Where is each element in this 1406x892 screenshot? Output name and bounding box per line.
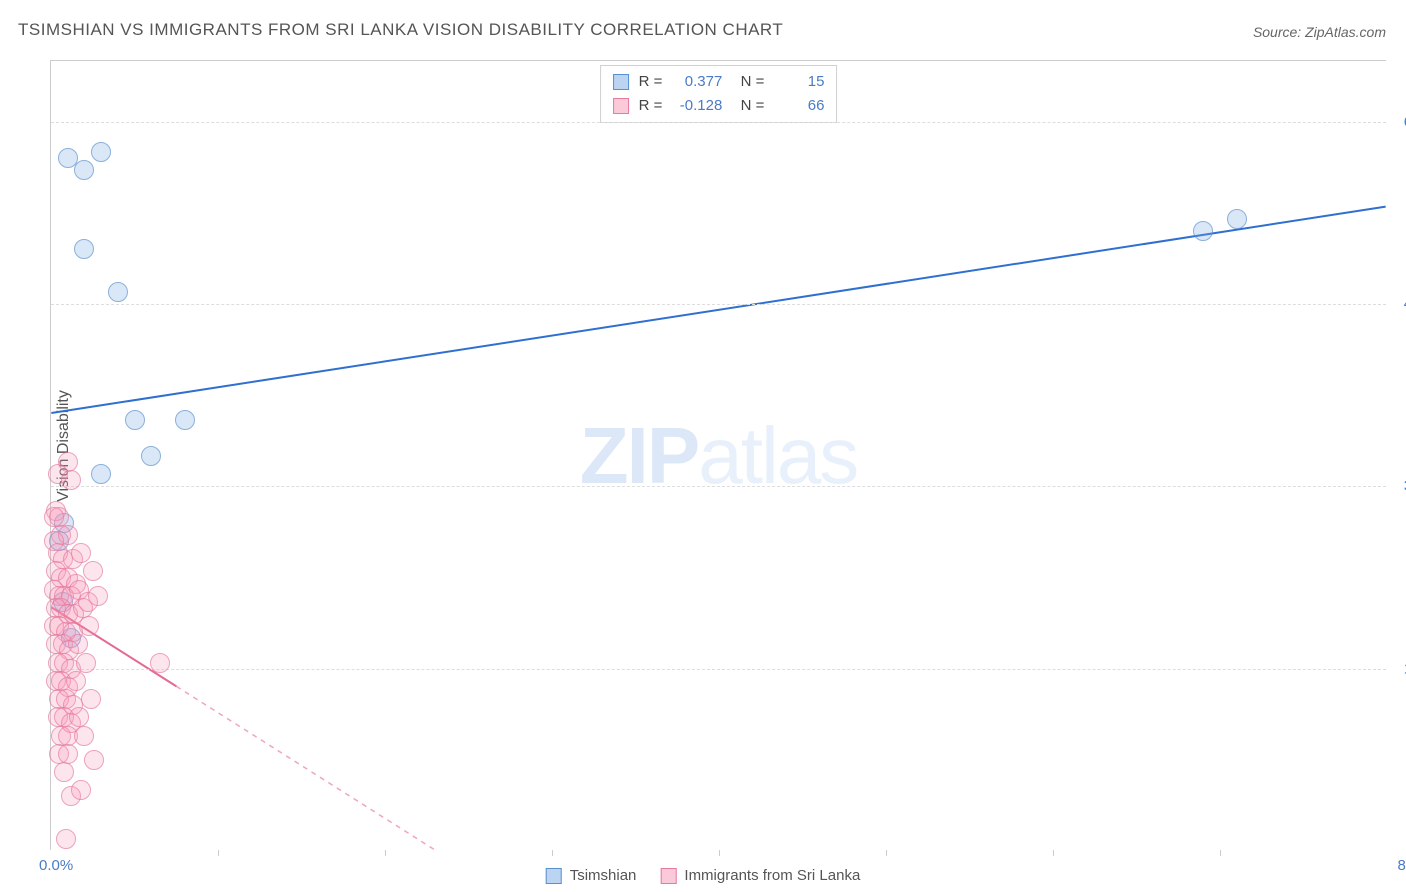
legend-label-1: Tsimshian (570, 867, 637, 884)
scatter-point (88, 586, 108, 606)
swatch-blue-icon (613, 74, 629, 90)
scatter-point (175, 410, 195, 430)
scatter-point (91, 142, 111, 162)
scatter-point (150, 653, 170, 673)
scatter-point (58, 744, 78, 764)
r-label: R = (639, 94, 663, 118)
scatter-point (83, 561, 103, 581)
watermark: ZIPatlas (580, 410, 857, 502)
x-tick (886, 850, 887, 856)
stats-legend-box: R = 0.377 N = 15 R = -0.128 N = 66 (600, 65, 838, 123)
scatter-point (44, 507, 64, 527)
n-label: N = (732, 94, 764, 118)
gridline (51, 669, 1386, 670)
plot-area: ZIPatlas R = 0.377 N = 15 R = -0.128 N =… (50, 60, 1386, 850)
x-tick (552, 850, 553, 856)
scatter-point (141, 446, 161, 466)
scatter-point (91, 464, 111, 484)
r-value-1: 0.377 (672, 70, 722, 94)
swatch-blue-icon (546, 868, 562, 884)
scatter-point (81, 689, 101, 709)
n-label: N = (732, 70, 764, 94)
legend-item-2: Immigrants from Sri Lanka (660, 867, 860, 884)
chart-title: TSIMSHIAN VS IMMIGRANTS FROM SRI LANKA V… (18, 20, 783, 40)
x-tick (218, 850, 219, 856)
scatter-point (1193, 221, 1213, 241)
scatter-point (74, 726, 94, 746)
bottom-legend: Tsimshian Immigrants from Sri Lanka (546, 867, 861, 884)
scatter-point (71, 780, 91, 800)
scatter-point (61, 470, 81, 490)
scatter-point (74, 160, 94, 180)
scatter-point (1227, 209, 1247, 229)
trend-lines-layer (51, 61, 1386, 850)
source-attribution: Source: ZipAtlas.com (1253, 24, 1386, 40)
scatter-point (125, 410, 145, 430)
scatter-point (84, 750, 104, 770)
r-value-2: -0.128 (672, 94, 722, 118)
n-value-1: 15 (774, 70, 824, 94)
scatter-point (79, 616, 99, 636)
x-tick (385, 850, 386, 856)
swatch-pink-icon (613, 98, 629, 114)
stats-row-series2: R = -0.128 N = 66 (613, 94, 825, 118)
scatter-point (74, 239, 94, 259)
scatter-point (56, 829, 76, 849)
scatter-point (69, 707, 89, 727)
swatch-pink-icon (660, 868, 676, 884)
scatter-point (71, 543, 91, 563)
x-axis-min-label: 0.0% (39, 857, 73, 874)
legend-item-1: Tsimshian (546, 867, 637, 884)
gridline (51, 486, 1386, 487)
scatter-point (68, 634, 88, 654)
scatter-point (54, 762, 74, 782)
x-tick (1220, 850, 1221, 856)
scatter-point (66, 671, 86, 691)
x-tick (719, 850, 720, 856)
scatter-point (76, 653, 96, 673)
x-axis-max-label: 80.0% (1397, 857, 1406, 874)
legend-label-2: Immigrants from Sri Lanka (684, 867, 860, 884)
gridline (51, 304, 1386, 305)
stats-row-series1: R = 0.377 N = 15 (613, 70, 825, 94)
scatter-point (108, 282, 128, 302)
x-tick (1053, 850, 1054, 856)
n-value-2: 66 (774, 94, 824, 118)
gridline (51, 122, 1386, 123)
r-label: R = (639, 70, 663, 94)
